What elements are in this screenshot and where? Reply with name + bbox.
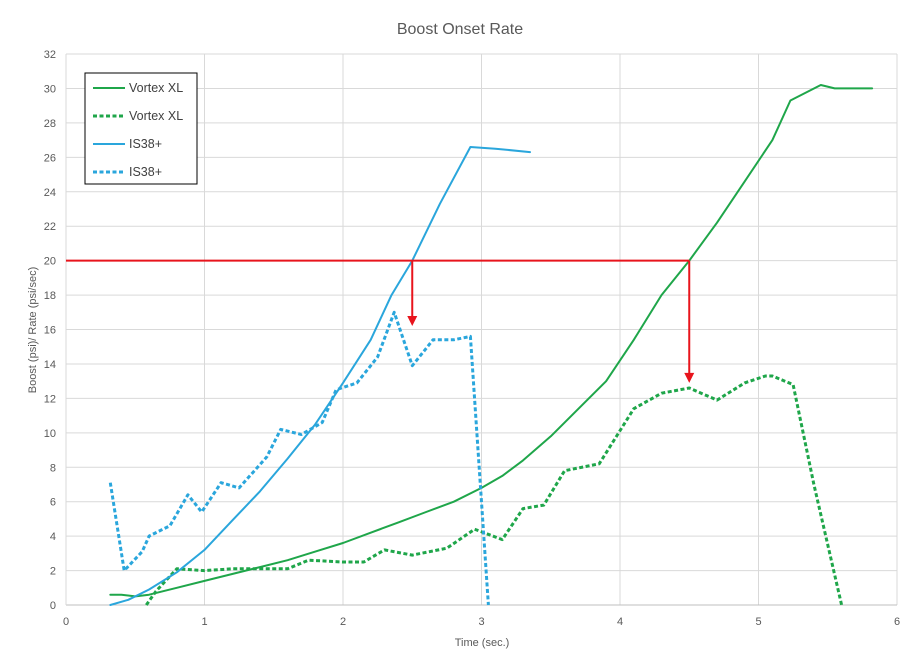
y-tick-label: 16 [44, 325, 56, 337]
y-tick-label: 22 [44, 221, 56, 233]
legend-box [84, 72, 198, 185]
y-tick-label: 10 [44, 428, 56, 440]
y-tick-label: 28 [44, 118, 56, 130]
y-tick-label: 32 [44, 49, 56, 61]
y-tick-label: 8 [50, 462, 56, 474]
x-tick-label: 4 [617, 616, 623, 628]
series-line-1-boost [109, 84, 874, 598]
legend-label: Vortex XL [129, 109, 183, 123]
y-tick-label: 2 [50, 566, 56, 578]
y-tick-label: 4 [50, 531, 56, 543]
series-line-4-rate [108, 310, 490, 606]
x-tick-label: 3 [478, 616, 484, 628]
legend-label: IS38+ [129, 165, 162, 179]
y-tick-label: 20 [44, 256, 56, 268]
series-lines [108, 84, 874, 606]
y-tick-label: 18 [44, 290, 56, 302]
legend-label: IS38+ [129, 137, 162, 151]
y-tick-label: 12 [44, 393, 56, 405]
y-tick-label: 0 [50, 600, 56, 612]
x-tick-label: 0 [63, 616, 69, 628]
y-tick-label: 24 [44, 187, 56, 199]
y-tick-label: 30 [44, 83, 56, 95]
arrowhead-icon [407, 316, 418, 327]
annotations [66, 259, 695, 383]
legend-label: Vortex XL [129, 81, 183, 95]
y-tick-label: 26 [44, 152, 56, 164]
y-tick-label: 14 [44, 359, 56, 371]
series-line-2-rate [145, 374, 844, 606]
gridlines [66, 53, 898, 605]
x-tick-label: 6 [894, 616, 900, 628]
x-tick-label: 2 [340, 616, 346, 628]
x-axis-title: Time (sec.) [455, 637, 510, 649]
y-tick-label: 6 [50, 497, 56, 509]
y-axis-title: Boost (psi)/ Rate (psi/sec) [27, 267, 39, 394]
series-line-3-boost [109, 146, 531, 606]
legend: Vortex XL Vortex XL IS38+ IS38+ [84, 72, 198, 185]
arrowhead-icon [684, 372, 695, 383]
chart-title: Boost Onset Rate [397, 21, 523, 38]
x-tick-label: 1 [201, 616, 207, 628]
x-tick-label: 5 [755, 616, 761, 628]
